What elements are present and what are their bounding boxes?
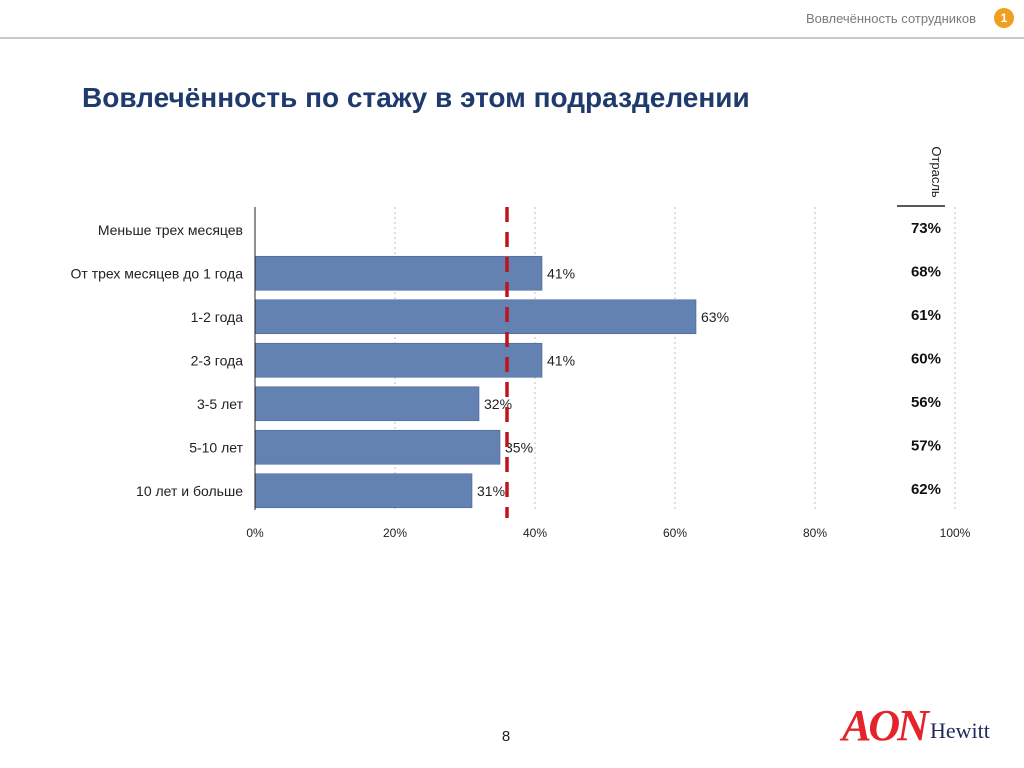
category-label: 5-10 лет <box>189 439 243 455</box>
bar-value-label: 32% <box>484 396 512 412</box>
industry-value: 68% <box>911 263 941 280</box>
bar <box>254 386 480 422</box>
category-label: 2-3 года <box>191 352 244 368</box>
header-divider <box>0 37 1024 39</box>
x-tick-label: 80% <box>803 526 827 540</box>
header-title: Вовлечённость сотрудников <box>805 11 976 26</box>
bar-value-label: 41% <box>547 265 575 281</box>
logo-sub: Hewitt <box>930 718 990 743</box>
x-tick-label: 100% <box>940 526 971 540</box>
industry-value: 61% <box>911 307 941 324</box>
category-label: 1-2 года <box>191 309 244 325</box>
x-tick-label: 60% <box>663 526 687 540</box>
x-tick-label: 40% <box>523 526 547 540</box>
engagement-by-tenure-chart: Меньше трех месяцев От трех месяцев до 1 … <box>71 146 971 540</box>
x-tick-label: 20% <box>383 526 407 540</box>
bar-value-label: 35% <box>505 439 533 455</box>
category-label: 10 лет и больше <box>136 483 243 499</box>
industry-value: 62% <box>911 481 941 498</box>
aon-hewitt-logo: AON Hewitt <box>842 700 992 750</box>
bar <box>254 473 473 509</box>
industry-value: 60% <box>911 350 941 367</box>
bar-value-label: 63% <box>701 309 729 325</box>
x-tick-label: 0% <box>246 526 264 540</box>
logo-brand: AON <box>842 701 929 750</box>
industry-value: 57% <box>911 437 941 454</box>
page-title: Вовлечённость по стажу в этом подразделе… <box>82 82 750 113</box>
bar <box>254 429 501 465</box>
category-label: Меньше трех месяцев <box>98 222 243 238</box>
page-badge: 1 <box>994 8 1014 28</box>
bar-value-label: 41% <box>547 352 575 368</box>
page-number: 8 <box>501 728 511 745</box>
bar <box>254 299 697 335</box>
industry-value: 56% <box>911 394 941 411</box>
category-label: 3-5 лет <box>197 396 244 412</box>
bar <box>254 255 543 291</box>
industry-value: 73% <box>911 220 941 237</box>
industry-header: Отрасль <box>929 146 944 198</box>
category-label: От трех месяцев до 1 года <box>71 265 244 281</box>
bar <box>254 342 543 378</box>
bar-value-label: 31% <box>477 483 505 499</box>
